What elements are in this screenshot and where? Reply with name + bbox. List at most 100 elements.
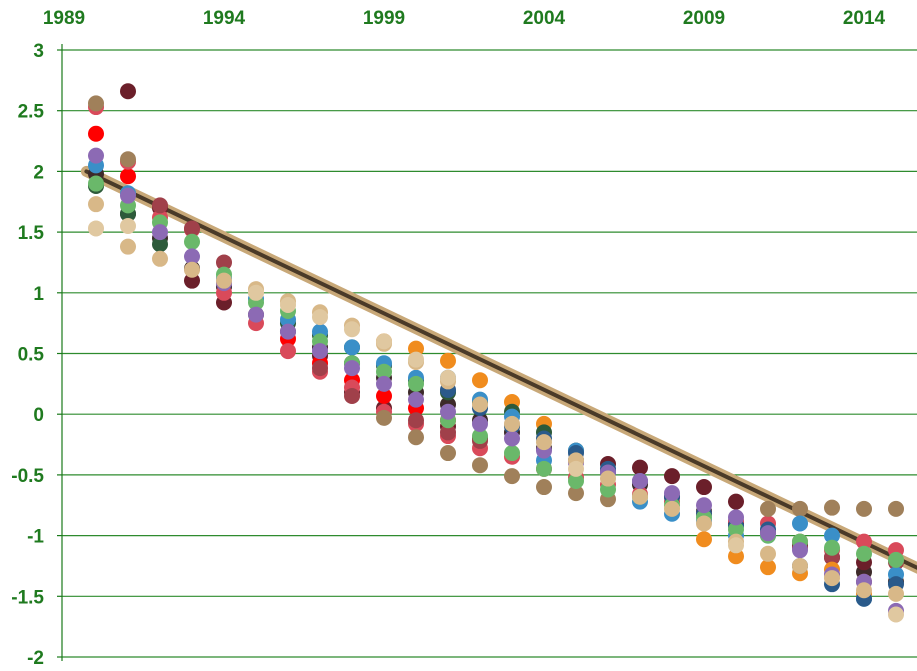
data-point [472, 457, 488, 474]
data-point [152, 250, 168, 267]
series-11 [88, 147, 904, 619]
data-point [632, 472, 648, 489]
data-point [248, 284, 264, 301]
x-tick-label: 1994 [203, 8, 246, 29]
data-point [696, 497, 712, 514]
data-point [856, 500, 872, 517]
data-point [888, 500, 904, 517]
data-point [88, 220, 104, 237]
data-point [664, 468, 680, 485]
data-point [312, 343, 328, 360]
data-point [568, 485, 584, 502]
data-point [344, 321, 360, 338]
data-point [184, 248, 200, 265]
data-point [88, 125, 104, 142]
data-point [440, 369, 456, 386]
tick-labels: 3 2.5 2 1.5 1 0.5 0 -0.5 -1 -1.5 -2 1989 1994 1999 200… [11, 8, 885, 669]
data-point [664, 500, 680, 517]
data-point [120, 168, 136, 185]
data-point [344, 339, 360, 356]
trendline [84, 169, 917, 570]
data-point [888, 606, 904, 623]
data-point [472, 428, 488, 445]
data-point [408, 351, 424, 368]
data-point [184, 261, 200, 278]
data-point [824, 499, 840, 516]
data-point [88, 196, 104, 213]
data-point [152, 197, 168, 214]
y-tick-label: 1 [33, 284, 44, 305]
data-point [440, 445, 456, 462]
data-point [792, 515, 808, 532]
data-point [504, 430, 520, 447]
data-point [856, 533, 872, 550]
y-tick-label: 2.5 [18, 102, 45, 123]
y-tick-label: -2 [27, 648, 44, 669]
data-point [696, 479, 712, 496]
series-12 [88, 196, 904, 602]
data-point [184, 220, 200, 237]
data-point [888, 585, 904, 602]
data-point [760, 545, 776, 562]
data-point [792, 500, 808, 517]
y-tick-label: 0 [33, 405, 44, 426]
data-point [120, 151, 136, 168]
y-tick-label: -1.5 [11, 587, 44, 608]
data-point [824, 570, 840, 587]
data-point [312, 309, 328, 326]
data-point [440, 424, 456, 441]
series-3 [88, 99, 904, 559]
data-point [376, 363, 392, 380]
data-point [728, 493, 744, 510]
data-point [536, 479, 552, 496]
data-point [376, 409, 392, 426]
data-point [728, 537, 744, 554]
data-point [728, 521, 744, 538]
data-point [120, 83, 136, 100]
data-point [408, 429, 424, 446]
data-point [536, 460, 552, 477]
data-point [312, 360, 328, 377]
data-point [472, 372, 488, 389]
data-point [280, 323, 296, 340]
x-tick-label: 2009 [683, 8, 725, 29]
data-point [632, 488, 648, 505]
series-5 [88, 95, 904, 517]
data-point [88, 95, 104, 112]
data-point [440, 352, 456, 369]
data-point [120, 218, 136, 235]
data-point [280, 296, 296, 313]
data-point [856, 545, 872, 562]
data-point [88, 175, 104, 192]
data-point [408, 391, 424, 408]
data-point [88, 147, 104, 164]
data-point [536, 434, 552, 451]
data-point [120, 238, 136, 255]
data-point [760, 500, 776, 517]
data-point [792, 542, 808, 559]
trendline-layer [80, 165, 917, 574]
data-point [856, 582, 872, 599]
data-point [472, 396, 488, 413]
grid-layer [62, 49, 917, 658]
data-point [472, 415, 488, 432]
y-tick-label: 0.5 [18, 345, 45, 366]
x-tick-label: 2014 [843, 8, 886, 29]
data-point [504, 445, 520, 462]
data-point [824, 527, 840, 544]
data-point [568, 460, 584, 477]
data-point [760, 559, 776, 576]
data-point [248, 306, 264, 323]
data-point [152, 236, 168, 253]
y-tick-label: -1 [27, 527, 44, 548]
data-point [664, 485, 680, 502]
data-point [376, 375, 392, 392]
axis-layer [57, 44, 63, 661]
x-tick-label: 2004 [523, 8, 566, 29]
data-point [632, 459, 648, 476]
data-point [728, 509, 744, 526]
data-point [344, 360, 360, 377]
data-points [88, 83, 904, 623]
data-point [216, 254, 232, 271]
